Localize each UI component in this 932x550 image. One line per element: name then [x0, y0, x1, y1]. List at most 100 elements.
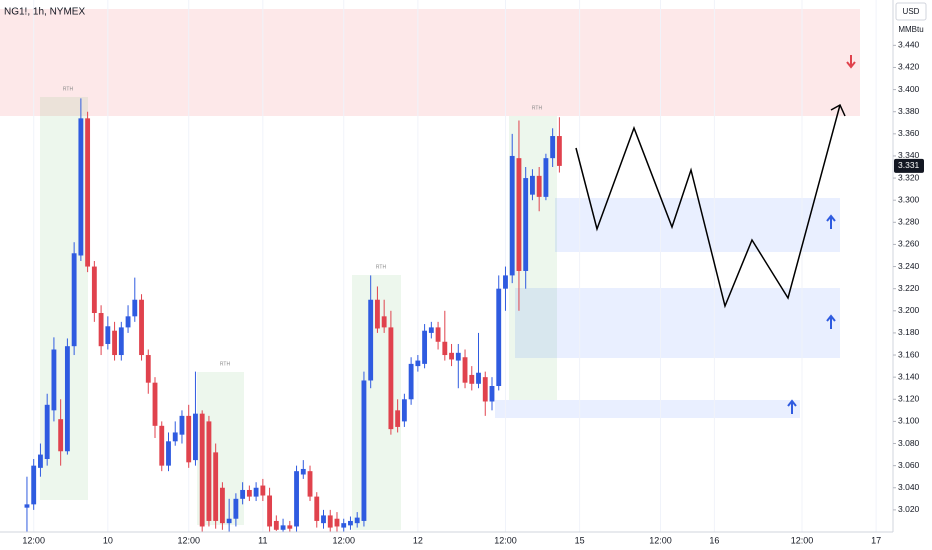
y-tick-label: 3.260 [898, 239, 920, 249]
candle-body [132, 299, 138, 317]
candle-body [58, 419, 64, 452]
candle-body [193, 413, 198, 461]
x-tick-label: 16 [709, 535, 719, 545]
candle-body [91, 266, 97, 314]
y-tick-label: 3.440 [898, 40, 920, 50]
candle-body [449, 352, 454, 360]
candle-body [179, 415, 185, 435]
x-tick-label: 17 [871, 535, 881, 545]
candle-body [516, 158, 522, 271]
candle-body [64, 346, 70, 452]
candle-body [327, 515, 333, 528]
session-label: RTH [220, 361, 231, 367]
candle-body [300, 468, 306, 475]
candle-body [85, 118, 91, 267]
candle-body [31, 465, 37, 505]
x-tick-label: 12:00 [177, 535, 200, 545]
candle-body [422, 330, 428, 364]
candle-body [556, 136, 562, 166]
x-tick-label: 11 [258, 535, 267, 545]
candle-body [476, 372, 481, 384]
candle-body [368, 299, 374, 381]
candle-body [267, 495, 273, 527]
session-label: RTH [63, 86, 74, 92]
last-price-label: 3.331 [898, 160, 920, 170]
candle-body [442, 341, 448, 356]
candle-body [166, 441, 171, 466]
x-tick-label: 12:00 [649, 535, 672, 545]
candle-body [361, 380, 367, 521]
candle-body [152, 382, 158, 426]
candle-body [543, 158, 549, 197]
candle-body [550, 136, 556, 159]
candle-body [273, 520, 279, 530]
candle-body [105, 326, 111, 344]
down-arrow [846, 55, 856, 69]
candle-body [428, 327, 434, 333]
supply-zone [0, 9, 860, 116]
candle-body [280, 525, 286, 530]
candle-body [226, 518, 232, 524]
x-tick-label: 12:00 [791, 535, 814, 545]
candle-body [139, 299, 144, 356]
projection-path [575, 104, 841, 309]
candle-body [455, 352, 461, 361]
candle-body [233, 498, 239, 519]
candle-body [51, 349, 57, 411]
candle-body [219, 487, 225, 524]
candle-body [503, 275, 508, 289]
candle-body [38, 454, 43, 468]
demand-zone [495, 400, 800, 418]
session-label: RTH [376, 264, 387, 270]
currency-box[interactable] [895, 2, 927, 21]
candle-body [530, 175, 535, 195]
candle-body [112, 330, 117, 356]
x-tick-label: 12:00 [494, 535, 517, 545]
y-tick-label: 3.280 [898, 217, 920, 227]
x-tick-label: 12:00 [332, 535, 355, 545]
y-tick-label: 3.020 [898, 504, 920, 514]
y-tick-label: 3.160 [898, 349, 920, 359]
candle-body [98, 313, 104, 347]
up-arrow [826, 314, 836, 329]
candle-body [125, 316, 131, 328]
candle-body [536, 175, 542, 197]
candle-body [145, 355, 151, 383]
y-tick-label: 3.060 [898, 460, 920, 470]
demand-zone [515, 288, 840, 358]
candle-body [489, 386, 495, 402]
candle-body [509, 155, 515, 276]
y-tick-label: 3.100 [898, 416, 920, 426]
candle-body [307, 471, 313, 497]
candle-body [496, 288, 502, 387]
candle-body [348, 520, 353, 526]
candle-body [401, 399, 407, 422]
candle-body [415, 360, 421, 367]
up-arrow [787, 399, 797, 414]
candle-body [381, 316, 387, 328]
candle-body [206, 421, 212, 521]
y-tick-label: 3.420 [898, 62, 920, 72]
candle-body [71, 253, 77, 347]
candle-body [159, 425, 165, 466]
y-tick-label: 3.400 [898, 84, 920, 94]
candle-body [78, 118, 84, 256]
candle-body [213, 452, 219, 521]
candle-body [374, 299, 380, 329]
y-tick-label: 3.220 [898, 283, 920, 293]
y-tick-label: 3.120 [898, 394, 920, 404]
x-tick-label: 15 [575, 535, 585, 545]
candle-body [118, 327, 124, 356]
x-tick-label: 10 [103, 535, 113, 545]
y-tick-label: 3.240 [898, 261, 920, 271]
x-tick-label: 12:00 [22, 535, 45, 545]
candle-body [24, 504, 30, 508]
candle-body [341, 523, 347, 528]
y-tick-label: 3.040 [898, 482, 920, 492]
candle-body [462, 357, 468, 383]
candle-body [172, 432, 178, 442]
currency: USD [903, 7, 920, 16]
candle-body [260, 485, 266, 496]
last-price-tag [894, 158, 924, 173]
